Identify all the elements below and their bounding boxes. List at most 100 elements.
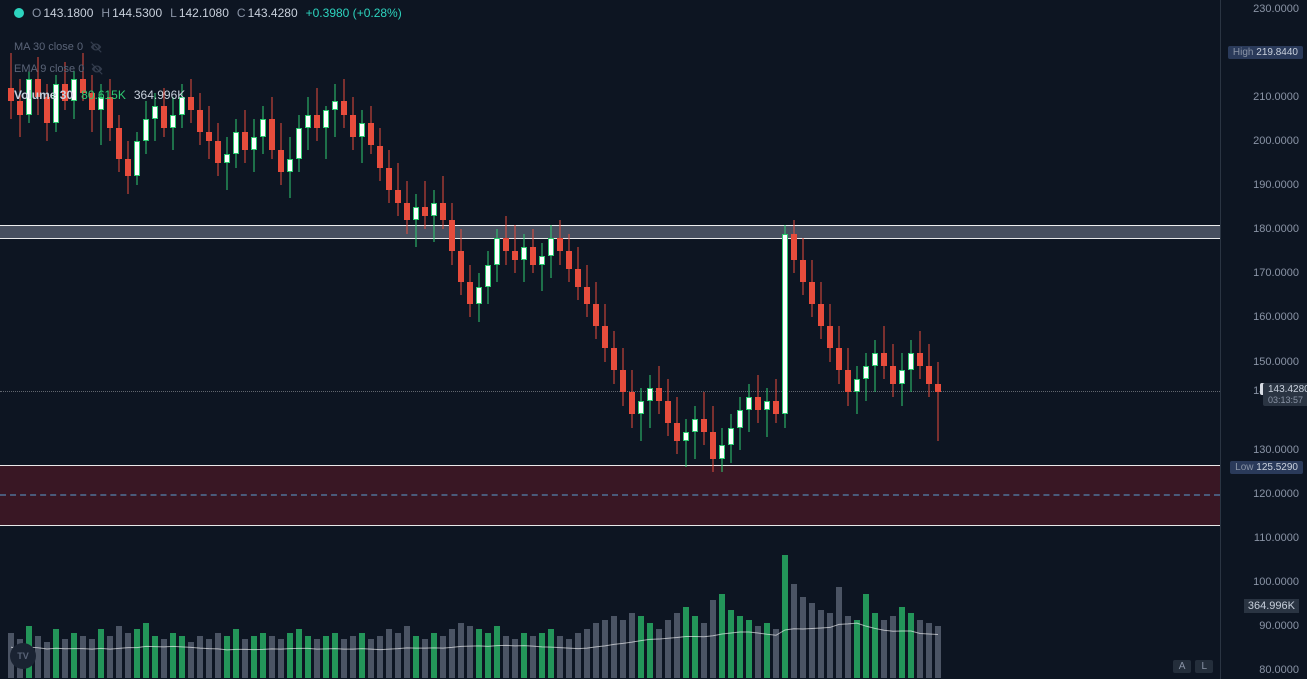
volume-bar[interactable] — [854, 620, 860, 679]
eye-off-icon[interactable] — [89, 40, 103, 54]
volume-bar[interactable] — [818, 610, 824, 678]
volume-bar[interactable] — [206, 639, 212, 678]
volume-bar[interactable] — [566, 639, 572, 678]
volume-bar[interactable] — [161, 639, 167, 678]
volume-bar[interactable] — [719, 594, 725, 679]
volume-bar[interactable] — [845, 616, 851, 678]
volume-bar[interactable] — [242, 639, 248, 678]
volume-bar[interactable] — [809, 603, 815, 678]
volume-bar[interactable] — [935, 626, 941, 678]
volume-bar[interactable] — [503, 636, 509, 678]
volume-bar[interactable] — [422, 639, 428, 678]
volume-bar[interactable] — [467, 626, 473, 678]
volume-bar[interactable] — [44, 642, 50, 678]
ma-indicator[interactable]: MA 30 close 0 — [14, 40, 103, 54]
volume-bar[interactable] — [521, 633, 527, 679]
log-scale-button[interactable]: L — [1195, 660, 1213, 673]
volume-bar[interactable] — [629, 613, 635, 678]
volume-bar[interactable] — [710, 600, 716, 678]
volume-bar[interactable] — [764, 623, 770, 678]
auto-scale-button[interactable]: A — [1173, 660, 1192, 673]
volume-bar[interactable] — [800, 597, 806, 678]
volume-bar[interactable] — [53, 629, 59, 678]
volume-bar[interactable] — [899, 607, 905, 679]
volume-bar[interactable] — [179, 636, 185, 678]
volume-bar[interactable] — [701, 623, 707, 678]
volume-bar[interactable] — [62, 639, 68, 678]
volume-bar[interactable] — [170, 633, 176, 679]
volume-bar[interactable] — [602, 620, 608, 679]
volume-indicator[interactable]: Volume 30 80.615K 364.996K — [14, 88, 185, 102]
volume-bar[interactable] — [881, 620, 887, 679]
tradingview-logo-icon[interactable]: TV — [10, 643, 36, 669]
volume-bar[interactable] — [746, 620, 752, 679]
volume-bar[interactable] — [431, 633, 437, 679]
ema-indicator[interactable]: EMA 9 close 0 — [14, 62, 104, 76]
volume-bar[interactable] — [296, 629, 302, 678]
volume-bar[interactable] — [494, 626, 500, 678]
volume-bar[interactable] — [449, 629, 455, 678]
volume-bar[interactable] — [71, 633, 77, 679]
volume-bar[interactable] — [593, 623, 599, 678]
volume-bar[interactable] — [872, 613, 878, 678]
volume-bar[interactable] — [287, 633, 293, 679]
volume-bar[interactable] — [476, 629, 482, 678]
volume-bar[interactable] — [665, 620, 671, 679]
volume-bar[interactable] — [656, 629, 662, 678]
volume-bar[interactable] — [350, 636, 356, 678]
volume-bar[interactable] — [836, 587, 842, 678]
volume-bar[interactable] — [611, 616, 617, 678]
volume-bar[interactable] — [755, 626, 761, 678]
volume-bar[interactable] — [458, 623, 464, 678]
volume-bar[interactable] — [512, 639, 518, 678]
volume-bar[interactable] — [305, 636, 311, 678]
volume-bar[interactable] — [404, 626, 410, 678]
volume-bar[interactable] — [530, 636, 536, 678]
volume-bar[interactable] — [683, 607, 689, 679]
volume-bar[interactable] — [152, 636, 158, 678]
volume-bar[interactable] — [107, 636, 113, 678]
volume-bar[interactable] — [215, 633, 221, 679]
volume-bar[interactable] — [737, 616, 743, 678]
volume-bar[interactable] — [341, 639, 347, 678]
volume-bar[interactable] — [251, 636, 257, 678]
volume-bar[interactable] — [485, 633, 491, 679]
volume-bar[interactable] — [620, 620, 626, 679]
volume-bar[interactable] — [413, 636, 419, 678]
volume-bar[interactable] — [557, 636, 563, 678]
volume-bar[interactable] — [116, 626, 122, 678]
volume-bar[interactable] — [692, 616, 698, 678]
volume-bar[interactable] — [377, 636, 383, 678]
volume-bar[interactable] — [548, 629, 554, 678]
volume-bar[interactable] — [332, 633, 338, 679]
volume-bar[interactable] — [278, 639, 284, 678]
volume-bar[interactable] — [323, 636, 329, 678]
volume-bar[interactable] — [728, 610, 734, 678]
volume-bar[interactable] — [359, 633, 365, 679]
volume-bar[interactable] — [647, 623, 653, 678]
volume-bar[interactable] — [863, 594, 869, 679]
volume-bar[interactable] — [98, 629, 104, 678]
volume-bar[interactable] — [386, 629, 392, 678]
volume-bar[interactable] — [80, 636, 86, 678]
volume-bar[interactable] — [638, 616, 644, 678]
volume-bar[interactable] — [197, 636, 203, 678]
volume-bar[interactable] — [368, 639, 374, 678]
volume-bar[interactable] — [188, 642, 194, 678]
volume-bar[interactable] — [782, 555, 788, 679]
volume-bar[interactable] — [233, 629, 239, 678]
volume-bar[interactable] — [539, 633, 545, 679]
eye-off-icon[interactable] — [90, 62, 104, 76]
volume-bar[interactable] — [269, 636, 275, 678]
volume-bar[interactable] — [575, 633, 581, 679]
volume-bar[interactable] — [440, 636, 446, 678]
volume-bar[interactable] — [773, 629, 779, 678]
volume-bar[interactable] — [926, 623, 932, 678]
volume-bar[interactable] — [125, 633, 131, 679]
resistance-zone[interactable] — [0, 225, 1220, 238]
volume-bar[interactable] — [674, 613, 680, 678]
volume-bar[interactable] — [314, 639, 320, 678]
volume-bar[interactable] — [791, 584, 797, 678]
volume-bar[interactable] — [224, 636, 230, 678]
volume-bar[interactable] — [908, 613, 914, 678]
